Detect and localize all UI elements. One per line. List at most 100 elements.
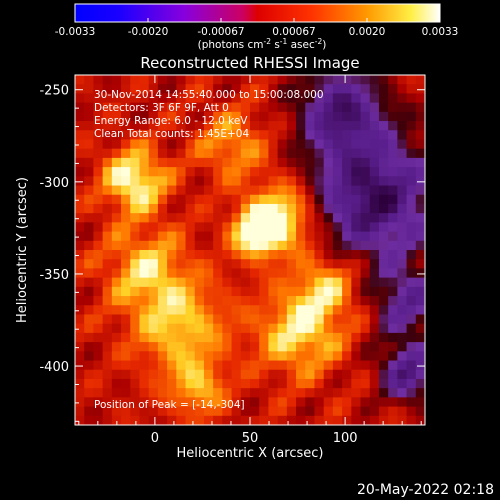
heatmap-cell <box>388 93 398 104</box>
heatmap-cell <box>277 296 288 306</box>
heatmap-cell <box>167 360 177 371</box>
heatmap-cell <box>268 130 279 141</box>
heatmap-cell <box>93 75 104 85</box>
heatmap-cell <box>332 231 343 242</box>
heatmap-cell <box>185 277 196 288</box>
y-tick-label: -400 <box>39 360 69 375</box>
heatmap-cell <box>185 286 196 297</box>
heatmap-cell <box>176 148 187 159</box>
heatmap-cell <box>167 369 177 380</box>
heatmap-cell <box>305 296 316 306</box>
heatmap-cell <box>213 286 223 297</box>
heatmap-cell <box>342 130 352 141</box>
heatmap-cell <box>84 360 95 371</box>
heatmap-cell <box>314 148 325 159</box>
heatmap-cell <box>102 406 113 417</box>
heatmap-cell <box>231 167 242 177</box>
heatmap-cell <box>378 388 389 398</box>
heatmap-cell <box>314 388 325 398</box>
heatmap-cell <box>121 277 131 288</box>
heatmap-cell <box>167 351 177 362</box>
heatmap-cell <box>102 268 113 279</box>
heatmap-cell <box>277 388 288 398</box>
heatmap-cell <box>388 185 398 196</box>
heatmap-cell <box>397 323 408 334</box>
heatmap-cell <box>351 203 362 214</box>
heatmap-cell <box>157 369 168 380</box>
heatmap-cell <box>213 130 223 141</box>
heatmap-cell <box>130 314 141 325</box>
heatmap-cell <box>397 194 408 205</box>
heatmap-cell <box>305 75 316 85</box>
heatmap-cell <box>84 388 95 398</box>
heatmap-cell <box>148 268 159 279</box>
heatmap-cell <box>360 111 371 122</box>
heatmap-cell <box>286 185 297 196</box>
heatmap-cell <box>342 240 352 251</box>
heatmap-cell <box>397 176 408 187</box>
heatmap-cell <box>111 406 122 417</box>
heatmap-cell <box>369 406 380 417</box>
heatmap-cell <box>111 139 122 150</box>
heatmap-cell <box>203 332 214 343</box>
heatmap-cell <box>231 93 242 104</box>
heatmap-cell <box>121 213 131 223</box>
heatmap-cell <box>167 121 177 131</box>
heatmap-cell <box>360 323 371 334</box>
heatmap-cell <box>194 240 205 251</box>
heatmap-cell <box>121 93 131 104</box>
heatmap-cell <box>176 130 187 141</box>
heatmap-cell <box>75 102 85 113</box>
heatmap-cell <box>250 323 260 334</box>
heatmap-cell <box>84 369 95 380</box>
heatmap-cell <box>93 406 104 417</box>
heatmap-cell <box>351 102 362 113</box>
heatmap-cell <box>148 296 159 306</box>
heatmap-cell <box>213 84 223 95</box>
heatmap-cell <box>93 111 104 122</box>
heatmap-cell <box>388 378 398 389</box>
heatmap-cell <box>93 213 104 223</box>
heatmap-cell <box>360 305 371 316</box>
heatmap-cell <box>185 130 196 141</box>
heatmap-cell <box>176 121 187 131</box>
heatmap-cell <box>415 369 425 380</box>
heatmap-cell <box>231 323 242 334</box>
heatmap-cell <box>277 111 288 122</box>
heatmap-cell <box>250 102 260 113</box>
heatmap-cell <box>111 102 122 113</box>
heatmap-cell <box>397 360 408 371</box>
heatmap-cell <box>203 240 214 251</box>
heatmap-cell <box>102 286 113 297</box>
heatmap-cell <box>323 342 334 352</box>
heatmap-cell <box>148 388 159 398</box>
heatmap-cell <box>148 305 159 316</box>
heatmap-cell <box>102 296 113 306</box>
heatmap-cell <box>259 351 270 362</box>
heatmap-cell <box>213 406 223 417</box>
heatmap-cell <box>259 75 270 85</box>
heatmap-cell <box>360 351 371 362</box>
heatmap-cell <box>415 240 425 251</box>
heatmap-cell <box>157 139 168 150</box>
heatmap-cell <box>222 369 233 380</box>
heatmap-cell <box>250 157 260 168</box>
heatmap-cell <box>102 157 113 168</box>
heatmap-cell <box>305 222 316 233</box>
heatmap-cell <box>203 194 214 205</box>
heatmap-cell <box>84 342 95 352</box>
heatmap-cell <box>102 397 113 408</box>
heatmap-cell <box>250 388 260 398</box>
heatmap-cell <box>75 360 85 371</box>
heatmap-cell <box>397 111 408 122</box>
heatmap-cell <box>314 268 325 279</box>
heatmap-cell <box>305 369 316 380</box>
heatmap-cell <box>167 102 177 113</box>
heatmap-cell <box>203 176 214 187</box>
heatmap-cell <box>415 75 425 85</box>
heatmap-cell <box>194 213 205 223</box>
heatmap-cell <box>203 314 214 325</box>
heatmap-cell <box>102 176 113 187</box>
heatmap-cell <box>277 342 288 352</box>
heatmap-cell <box>323 84 334 95</box>
